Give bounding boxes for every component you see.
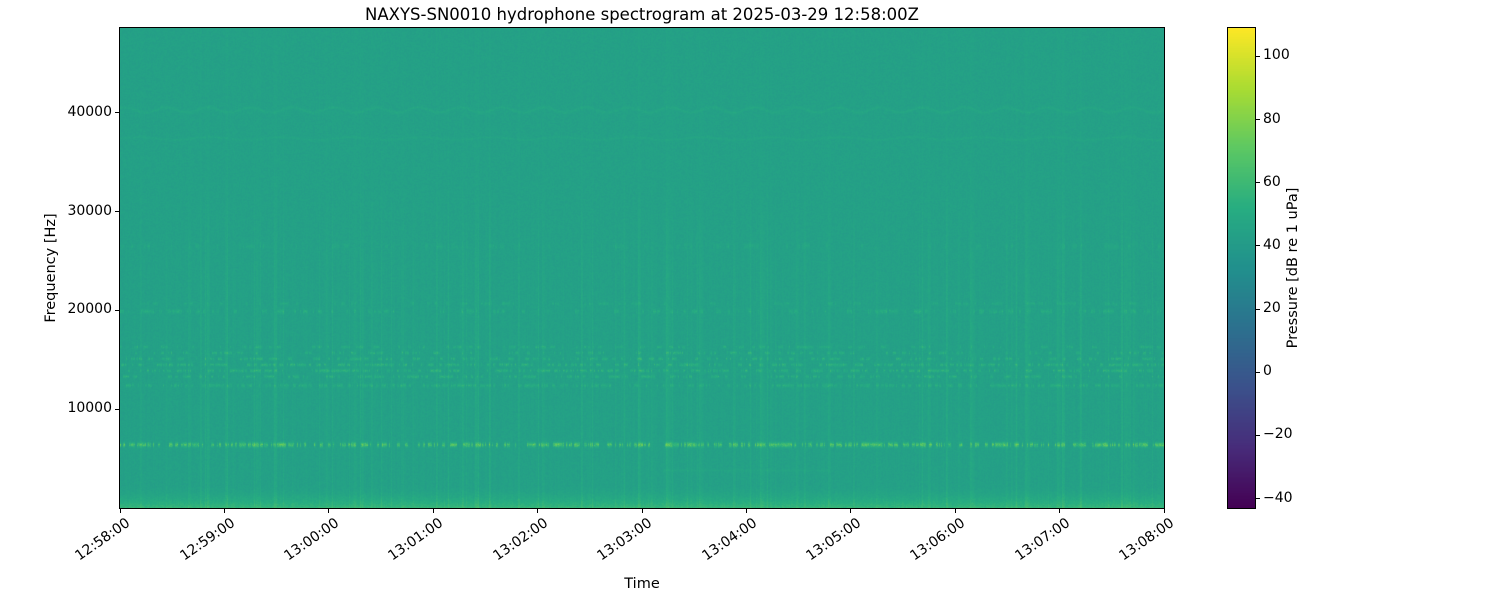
colorbar-tick-mark xyxy=(1256,245,1260,247)
colorbar-tick-label: 80 xyxy=(1263,110,1281,127)
colorbar-tick-label: −40 xyxy=(1263,489,1293,506)
x-tick-label: 13:05:00 xyxy=(803,515,864,565)
colorbar-tick-label: 60 xyxy=(1263,173,1281,190)
x-tick-mark xyxy=(1059,509,1061,513)
colorbar xyxy=(1227,27,1256,509)
colorbar-tick-label: −20 xyxy=(1263,426,1293,443)
y-axis-label: Frequency [Hz] xyxy=(43,213,59,323)
y-tick-mark xyxy=(115,408,119,410)
x-tick-mark xyxy=(223,509,225,513)
x-axis-label: Time xyxy=(624,576,660,592)
x-tick-label: 13:07:00 xyxy=(1012,515,1073,565)
y-tick-mark xyxy=(115,309,119,311)
x-tick-mark xyxy=(537,509,539,513)
y-tick-mark xyxy=(115,211,119,213)
spectrogram-image xyxy=(120,28,1164,508)
y-tick-label: 30000 xyxy=(67,202,112,219)
colorbar-tick-mark xyxy=(1256,55,1260,57)
colorbar-tick-label: 100 xyxy=(1263,47,1290,64)
colorbar-tick-label: 20 xyxy=(1263,300,1281,317)
colorbar-tick-label: 40 xyxy=(1263,236,1281,253)
y-tick-label: 40000 xyxy=(67,103,112,120)
colorbar-gradient xyxy=(1228,28,1255,508)
x-tick-mark xyxy=(328,509,330,513)
y-tick-label: 20000 xyxy=(67,301,112,318)
colorbar-label: Pressure [dB re 1 uPa] xyxy=(1285,187,1301,349)
x-tick-label: 13:03:00 xyxy=(594,515,656,565)
chart-title: NAXYS-SN0010 hydrophone spectrogram at 2… xyxy=(365,5,919,24)
x-tick-label: 13:00:00 xyxy=(281,515,342,565)
colorbar-tick-mark xyxy=(1256,434,1260,436)
colorbar-tick-mark xyxy=(1256,498,1260,500)
colorbar-tick-mark xyxy=(1256,308,1260,310)
x-tick-mark xyxy=(745,509,747,513)
x-tick-mark xyxy=(1163,509,1165,513)
plot-area xyxy=(119,27,1165,509)
y-tick-label: 10000 xyxy=(67,400,112,417)
x-tick-label: 12:59:00 xyxy=(176,515,238,565)
x-tick-mark xyxy=(850,509,852,513)
x-tick-label: 13:08:00 xyxy=(1116,515,1178,565)
x-tick-label: 13:02:00 xyxy=(490,515,551,565)
colorbar-tick-mark xyxy=(1256,371,1260,373)
x-tick-mark xyxy=(119,509,121,513)
x-tick-mark xyxy=(954,509,956,513)
x-tick-mark xyxy=(432,509,434,513)
y-tick-mark xyxy=(115,112,119,114)
x-tick-label: 13:06:00 xyxy=(907,515,969,565)
colorbar-tick-label: 0 xyxy=(1263,363,1272,380)
x-tick-label: 13:04:00 xyxy=(698,515,760,565)
x-tick-label: 12:58:00 xyxy=(72,515,134,565)
x-tick-mark xyxy=(641,509,643,513)
colorbar-tick-mark xyxy=(1256,182,1260,184)
colorbar-tick-mark xyxy=(1256,119,1260,121)
x-tick-label: 13:01:00 xyxy=(385,515,447,565)
